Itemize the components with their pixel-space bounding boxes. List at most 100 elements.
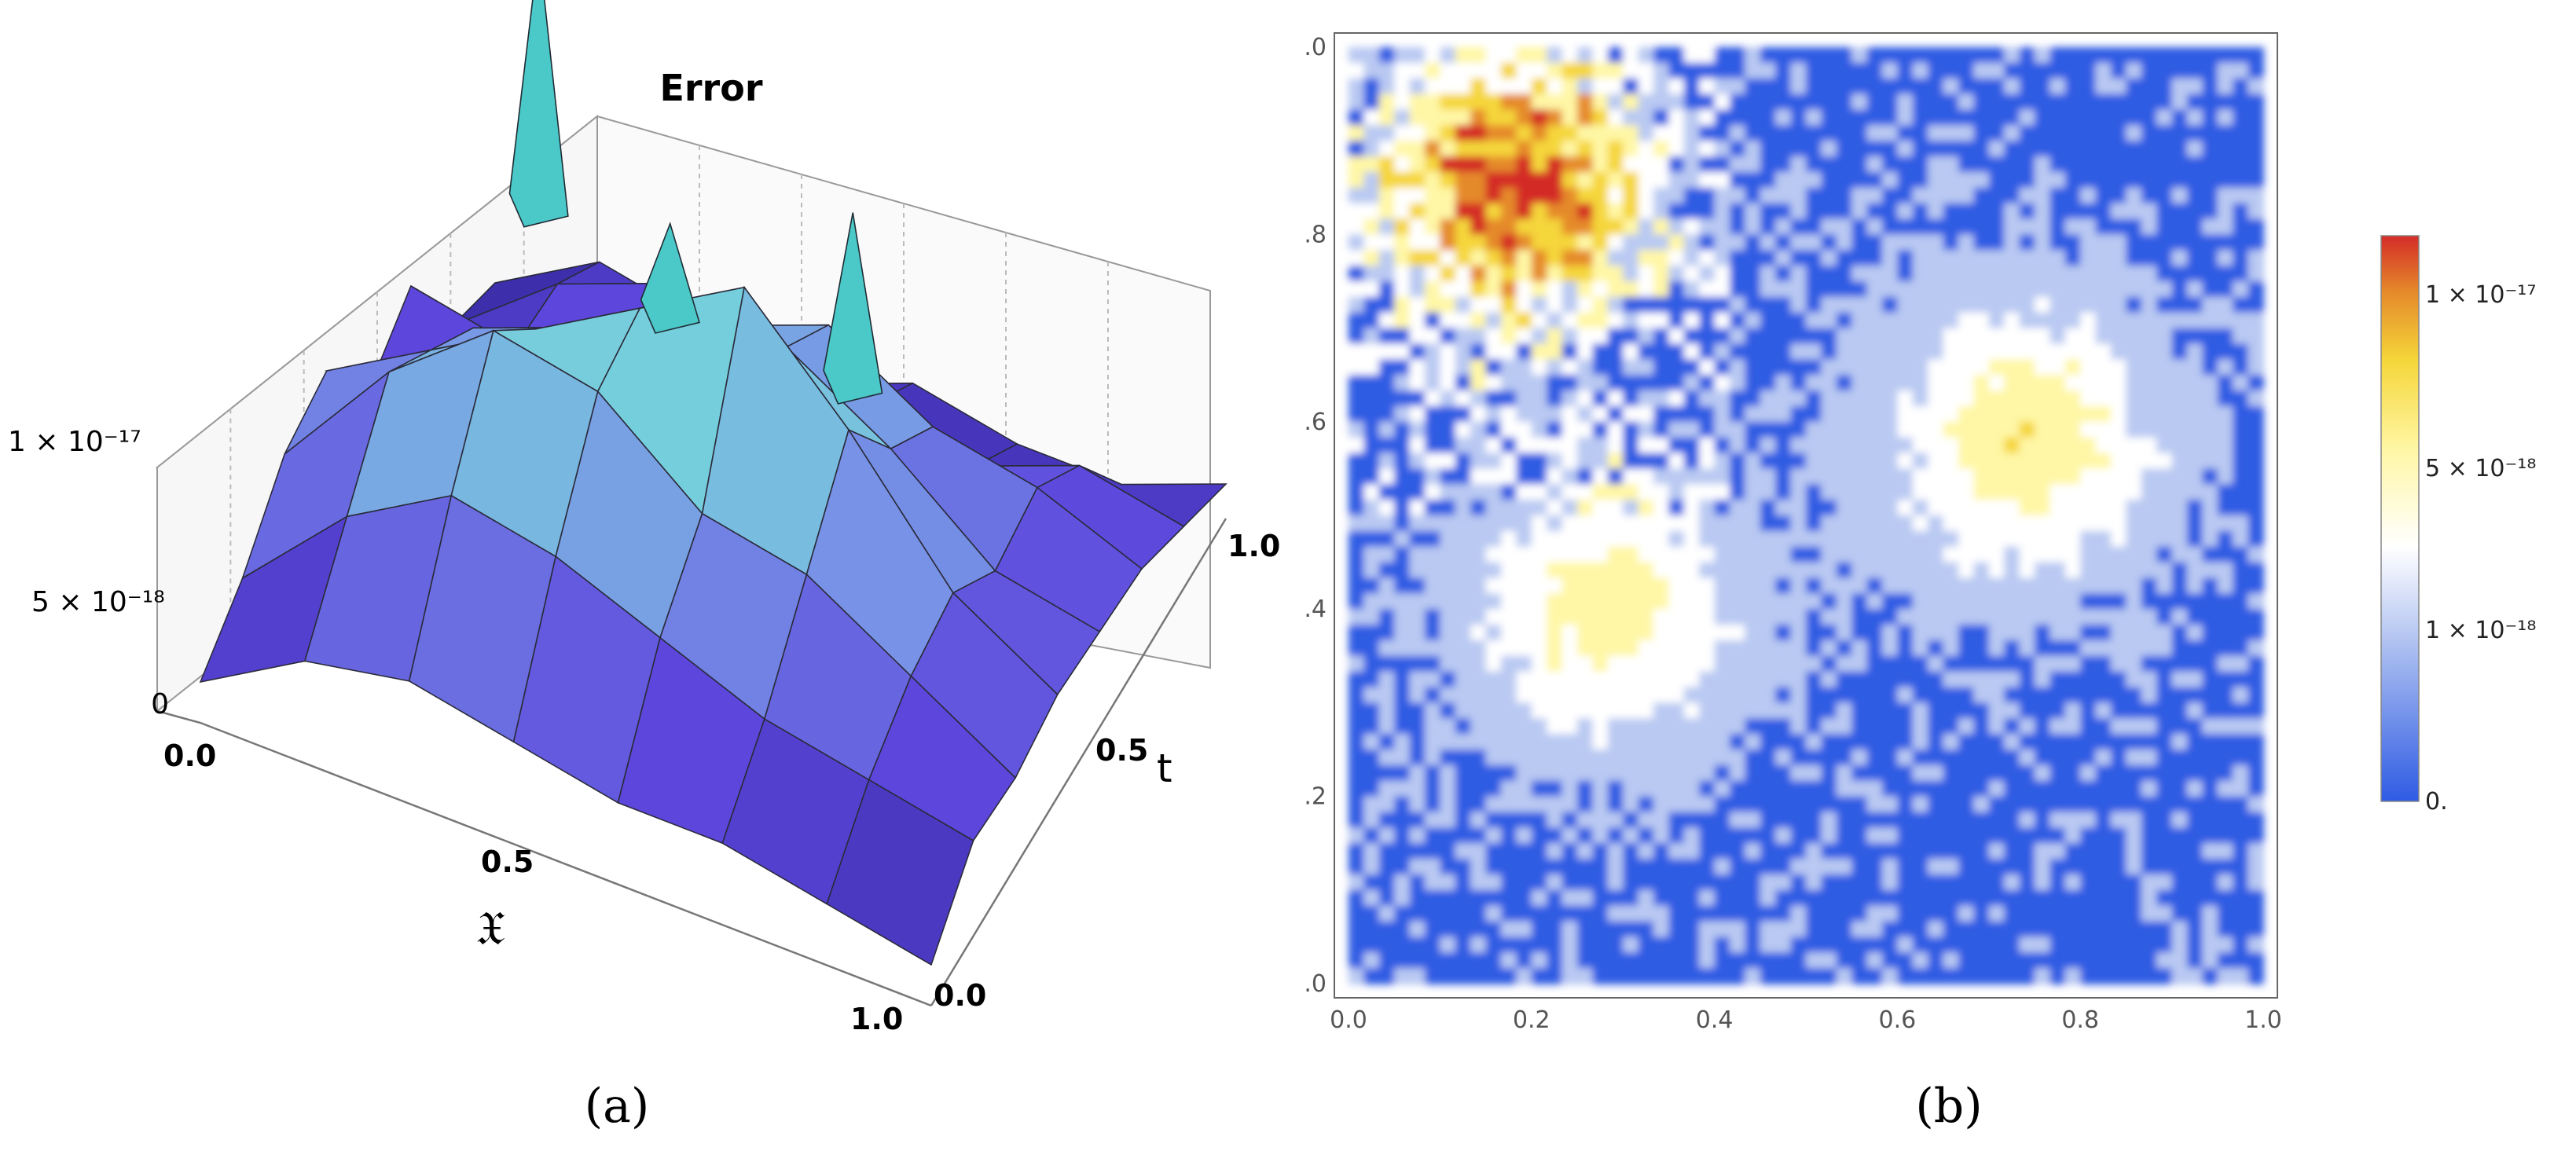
heatmap-cell [2126,843,2142,860]
heatmap-cell [1745,843,1761,860]
heatmap-cell [1531,171,1548,189]
heatmap-cell [1531,968,1548,984]
heatmap-cell [1516,655,1532,673]
heatmap-cell [2126,500,2142,516]
heatmap-cell [1638,625,1654,641]
heatmap-cell [1547,421,1563,438]
heatmap-cell [1516,827,1532,845]
heatmap-cell [1607,859,1624,875]
heatmap-cell [2095,827,2112,845]
heatmap-cell [2187,952,2204,970]
heatmap-cell [1943,47,1959,64]
x-tick-label: 1.0 [850,1002,903,1036]
heatmap-cell [2233,93,2249,111]
heatmap-cell [1516,234,1532,251]
heatmap-cell [1531,609,1548,626]
heatmap-cell [1699,218,1715,236]
heatmap-cell [1485,500,1502,516]
heatmap-cell [1973,328,1990,345]
heatmap-cell [1638,780,1654,797]
heatmap-cell [1378,453,1396,470]
heatmap-cell [1516,218,1532,236]
heatmap-cell [1730,218,1746,236]
heatmap-cell [1668,93,1685,111]
heatmap-cell [1561,468,1578,486]
heatmap-cell [2141,234,2158,251]
heatmap-cell [2064,796,2082,813]
heatmap-cell [1775,859,1792,875]
heatmap-cell [1607,187,1624,204]
heatmap-cell [2004,234,2020,251]
heatmap-cell [2111,218,2127,236]
heatmap-cell [1455,109,1472,126]
heatmap-cell [2019,250,2035,267]
heatmap-cell [1714,281,1730,298]
heatmap-cell [1745,625,1761,641]
heatmap-cell [1653,827,1670,845]
heatmap-cell [1638,375,1654,392]
heatmap-cell [2126,562,2142,579]
heatmap-cell [1928,671,1944,688]
heatmap-cell [1943,780,1959,797]
heatmap-cell [1806,952,1822,970]
heatmap-cell [1699,109,1715,126]
heatmap-cell [2080,952,2097,970]
heatmap-cell [1440,515,1456,532]
heatmap-cell [2171,405,2188,423]
heatmap-cell [2248,250,2264,267]
heatmap-cell [1470,843,1487,860]
heatmap-cell [2019,187,2035,204]
heatmap-cell [2217,125,2234,142]
heatmap-cell [1775,640,1792,657]
heatmap-cell [2248,266,2264,282]
heatmap-cell [2111,609,2127,626]
heatmap-cell [1973,796,1990,813]
heatmap-cell [2156,266,2173,282]
heatmap-cell [1821,640,1837,657]
heatmap-cell [1653,671,1670,688]
heatmap-cell [1607,171,1624,189]
heatmap-cell [1836,453,1853,470]
heatmap-cell [1561,390,1578,407]
heatmap-cell [1409,874,1426,891]
heatmap-cell [1851,577,1868,595]
heatmap-cell [2217,843,2234,860]
heatmap-cell [1760,187,1777,204]
heatmap-cell [1409,500,1426,516]
heatmap-cell [2233,796,2249,813]
heatmap-cell [1561,671,1578,688]
heatmap-cell [1607,437,1624,454]
heatmap-cell [2156,328,2173,345]
heatmap-cell [1958,203,1975,220]
heatmap-cell [2217,905,2234,922]
heatmap-cell [1760,171,1777,189]
heatmap-cell [1440,718,1456,735]
heatmap-cell [2004,640,2020,657]
heatmap-cell [1851,125,1868,142]
heatmap-cell [2004,530,2020,548]
y-tick-label: 0.6 [1305,409,1327,436]
heatmap-cell [1668,515,1685,532]
heatmap-cell [1409,515,1426,532]
heatmap-cell [1425,780,1441,797]
heatmap-cell [1561,421,1578,438]
x-tick-label: 0.2 [1513,1006,1550,1034]
heatmap-cell [1349,390,1365,407]
heatmap-cell [1714,390,1730,407]
heatmap-cell [1425,437,1441,454]
heatmap-cell [2202,515,2218,532]
heatmap-cell [1988,671,2005,688]
heatmap-cell [1866,546,1883,563]
heatmap-cell [1973,593,1990,610]
heatmap-cell [2019,859,2035,875]
heatmap-cell [2064,968,2082,984]
heatmap-cell [1958,437,1975,454]
heatmap-cell [1501,62,1517,79]
heatmap-cell [1958,296,1975,313]
heatmap-cell [2187,296,2204,313]
heatmap-cell [1501,827,1517,845]
heatmap-cell [1470,905,1487,922]
heatmap-cell [1928,281,1944,298]
heatmap-cell [1973,125,1990,142]
heatmap-cell [1394,889,1411,907]
